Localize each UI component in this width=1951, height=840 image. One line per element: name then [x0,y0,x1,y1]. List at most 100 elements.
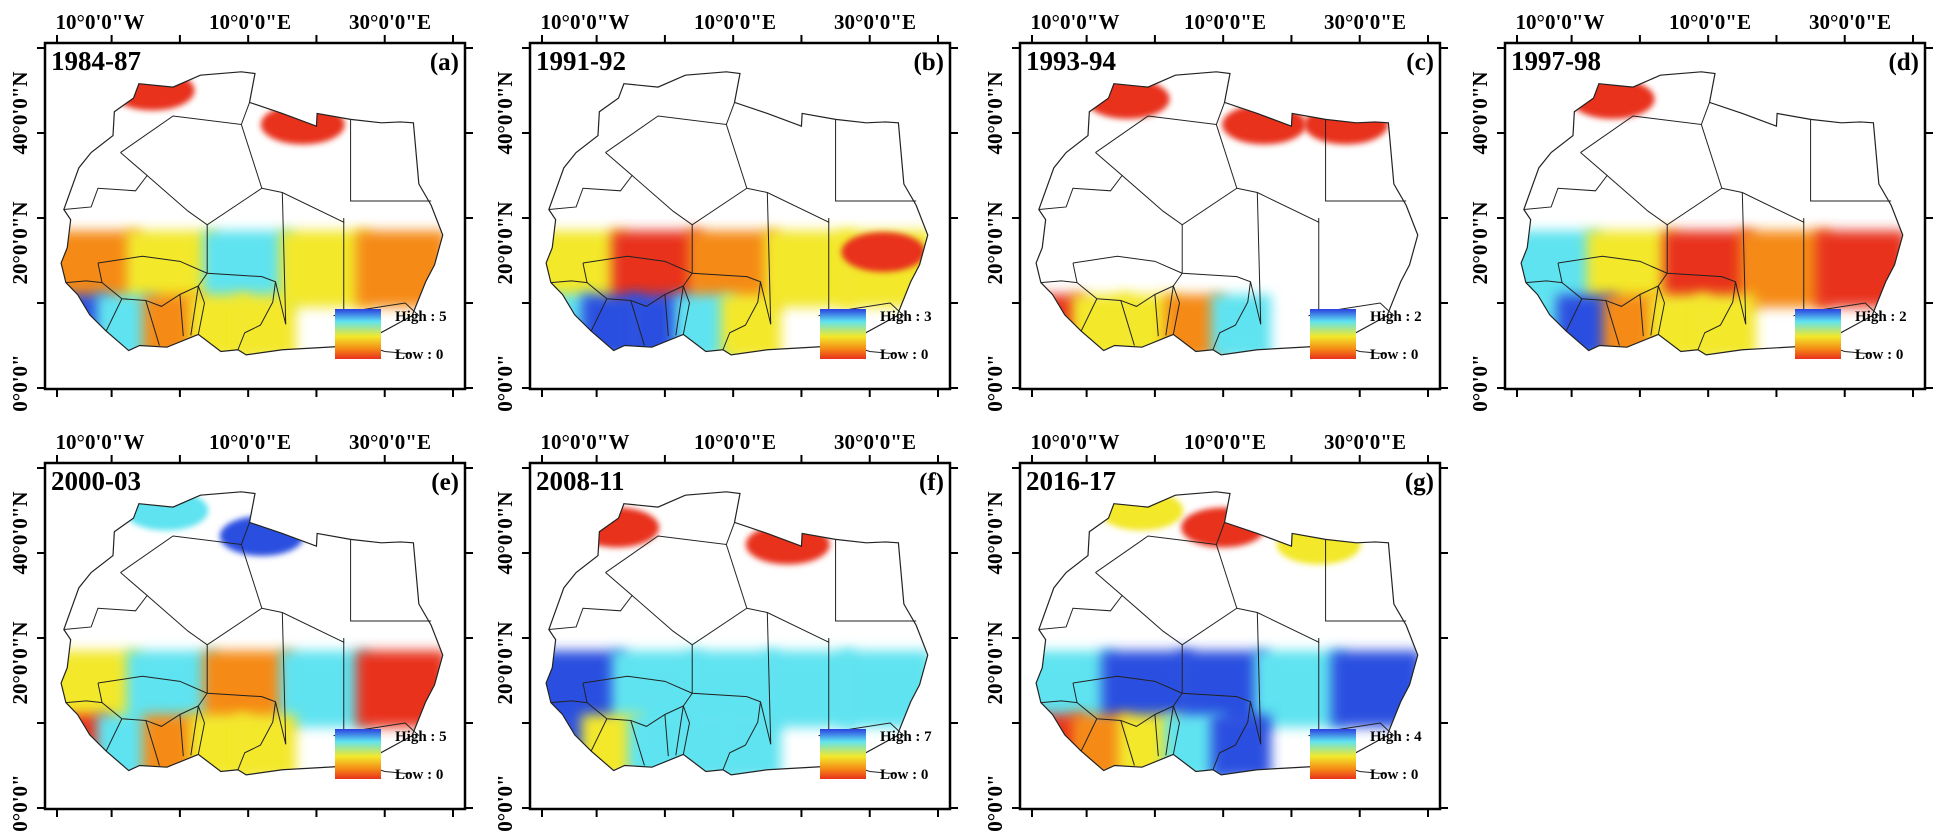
country-border [1154,714,1159,757]
country-border [1666,224,1747,325]
country-border [65,280,103,284]
legend-swatch [335,309,381,359]
country-border [766,192,772,325]
lat-label: 20°0'0"N [8,621,32,704]
legend-swatch [820,309,866,359]
country-border [1215,124,1238,189]
legend-low: Low : 0 [395,767,443,783]
country-border [1038,152,1123,210]
coast-cell [1210,714,1271,775]
lat-label: 20°0'0"N [1468,201,1492,284]
legend-low: Low : 0 [880,767,928,783]
country-border [350,539,432,622]
country-border [691,644,772,745]
lon-label: 30°0'0"E [349,430,431,454]
lon-label: 30°0'0"E [1324,430,1406,454]
panel-period: 1997-98 [1511,46,1601,76]
lat-label: 40°0'0"N [8,71,32,154]
country-border [1700,124,1723,189]
country-border [206,644,287,745]
country-border [261,187,345,224]
panel-period: 1984-87 [51,46,141,76]
country-border [675,705,684,756]
country-border [835,539,917,622]
country-border [682,285,690,335]
country-border [1523,152,1608,210]
country-border [1040,700,1078,704]
panel-letter: (a) [430,49,459,76]
lat-label: 40°0'0"N [983,491,1007,574]
lat-label: 0°0'0" [983,774,1007,831]
country-border [197,285,205,335]
country-border [281,192,287,325]
lat-label: 20°0'0"N [983,621,1007,704]
country-border [1215,544,1238,609]
country-border [1557,262,1668,307]
country-border [146,595,263,646]
country-border [746,607,830,644]
legend-swatch [1795,309,1841,359]
country-border [1154,294,1159,337]
country-border [1256,612,1262,745]
legend-swatch [335,729,381,779]
country-border [63,572,148,630]
country-border [1325,539,1407,622]
lon-label: 10°0'0"W [56,430,145,454]
country-border [664,714,669,757]
map-panel-g: 10°0'0"W 10°0'0"E 30°0'0"E 40°0'0"N 20°0'0"N… [983,430,1448,832]
panel-letter: (f) [919,469,944,496]
legend-swatch [1310,309,1356,359]
country-border [722,701,761,770]
lat-label: 40°0'0"N [493,71,517,154]
country-border [1580,102,1711,153]
country-border [146,175,263,226]
legend-high: High : 5 [395,309,447,325]
map-panel-f: 10°0'0"W 10°0'0"E 30°0'0"E 40°0'0"N 20°0'0"N… [493,430,958,832]
country-border [1072,682,1183,727]
country-border [145,300,160,346]
field-layer [61,71,443,355]
country-border [1072,255,1183,274]
lat-label: 0°0'0" [8,354,32,411]
lon-label: 10°0'0"W [1031,10,1120,34]
country-border [1236,187,1320,224]
legend-high: High : 4 [1370,729,1422,745]
legend-high: High : 2 [1370,309,1422,325]
country-border [1121,595,1238,646]
country-border [97,682,208,727]
map-panel-c: 10°0'0"W 10°0'0"E 30°0'0"E 40°0'0"N 20°0'0"N… [983,10,1448,412]
coastline [60,71,444,356]
country-border [1557,255,1668,274]
country-border [237,281,276,350]
country-border [1525,280,1563,284]
coast-cell [720,294,781,355]
country-border [1040,280,1078,284]
country-border [1080,718,1098,752]
coastline [1035,71,1419,356]
coastline [1035,491,1419,776]
lon-label: 10°0'0"W [541,10,630,34]
country-border [725,124,748,189]
country-border [1605,300,1620,346]
country-border [197,705,205,755]
country-border [691,224,772,325]
lat-label: 40°0'0"N [493,491,517,574]
country-border [605,522,736,573]
lon-label: 30°0'0"E [1809,10,1891,34]
country-border [1121,175,1238,226]
lat-label: 20°0'0"N [493,621,517,704]
panel-period: 1993-94 [1026,46,1116,76]
coast-cell [720,714,781,775]
country-border [766,612,772,745]
country-border [675,285,684,336]
country-border [605,102,736,153]
panel-letter: (g) [1405,469,1434,496]
country-border [1650,285,1659,336]
country-border [1095,522,1226,573]
country-border [631,175,748,226]
country-border [120,522,251,573]
country-border [206,224,287,325]
map-panel-a: 10°0'0"W 10°0'0"E 30°0'0"E 40°0'0"N 20°0'0"N… [8,10,473,412]
country-border [582,675,693,694]
country-border [1181,644,1262,745]
